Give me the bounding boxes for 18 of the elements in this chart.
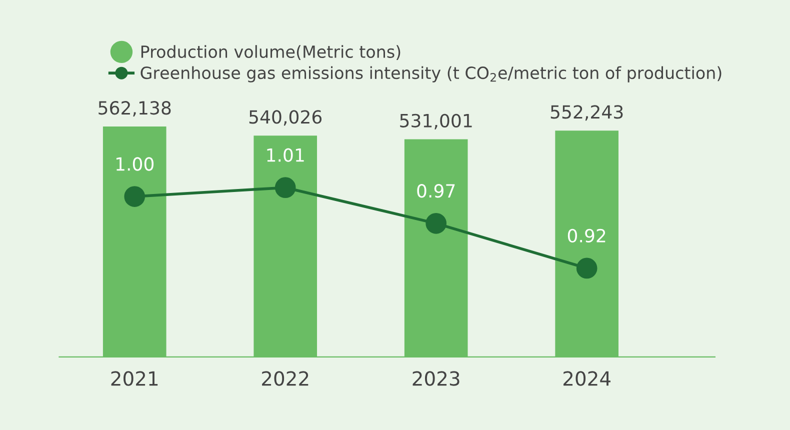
- data-label: 552,243: [550, 105, 623, 121]
- point: [576, 258, 598, 279]
- legend-label: Greenhouse gas emissions intensity (t CO$_{2}$e/metric ton of production): [140, 66, 722, 82]
- data-label: 0.92: [568, 228, 606, 242]
- data-label: 1.01: [267, 148, 304, 162]
- x-tick-label: 2023: [412, 371, 460, 386]
- point: [124, 186, 146, 207]
- data-label: 1.00: [116, 157, 154, 171]
- x-tick-label: 2021: [111, 371, 158, 386]
- data-label: 562,138: [98, 101, 171, 117]
- data-label: 531,001: [400, 114, 472, 130]
- point: [274, 177, 296, 198]
- legend-label: Production volume(Metric tons): [141, 45, 400, 60]
- point: [426, 213, 447, 234]
- x-tick-label: 2024: [564, 371, 610, 386]
- data-label: 0.97: [417, 184, 455, 198]
- data-label: 540,026: [249, 110, 322, 126]
- x-tick-label: 2022: [262, 371, 308, 386]
